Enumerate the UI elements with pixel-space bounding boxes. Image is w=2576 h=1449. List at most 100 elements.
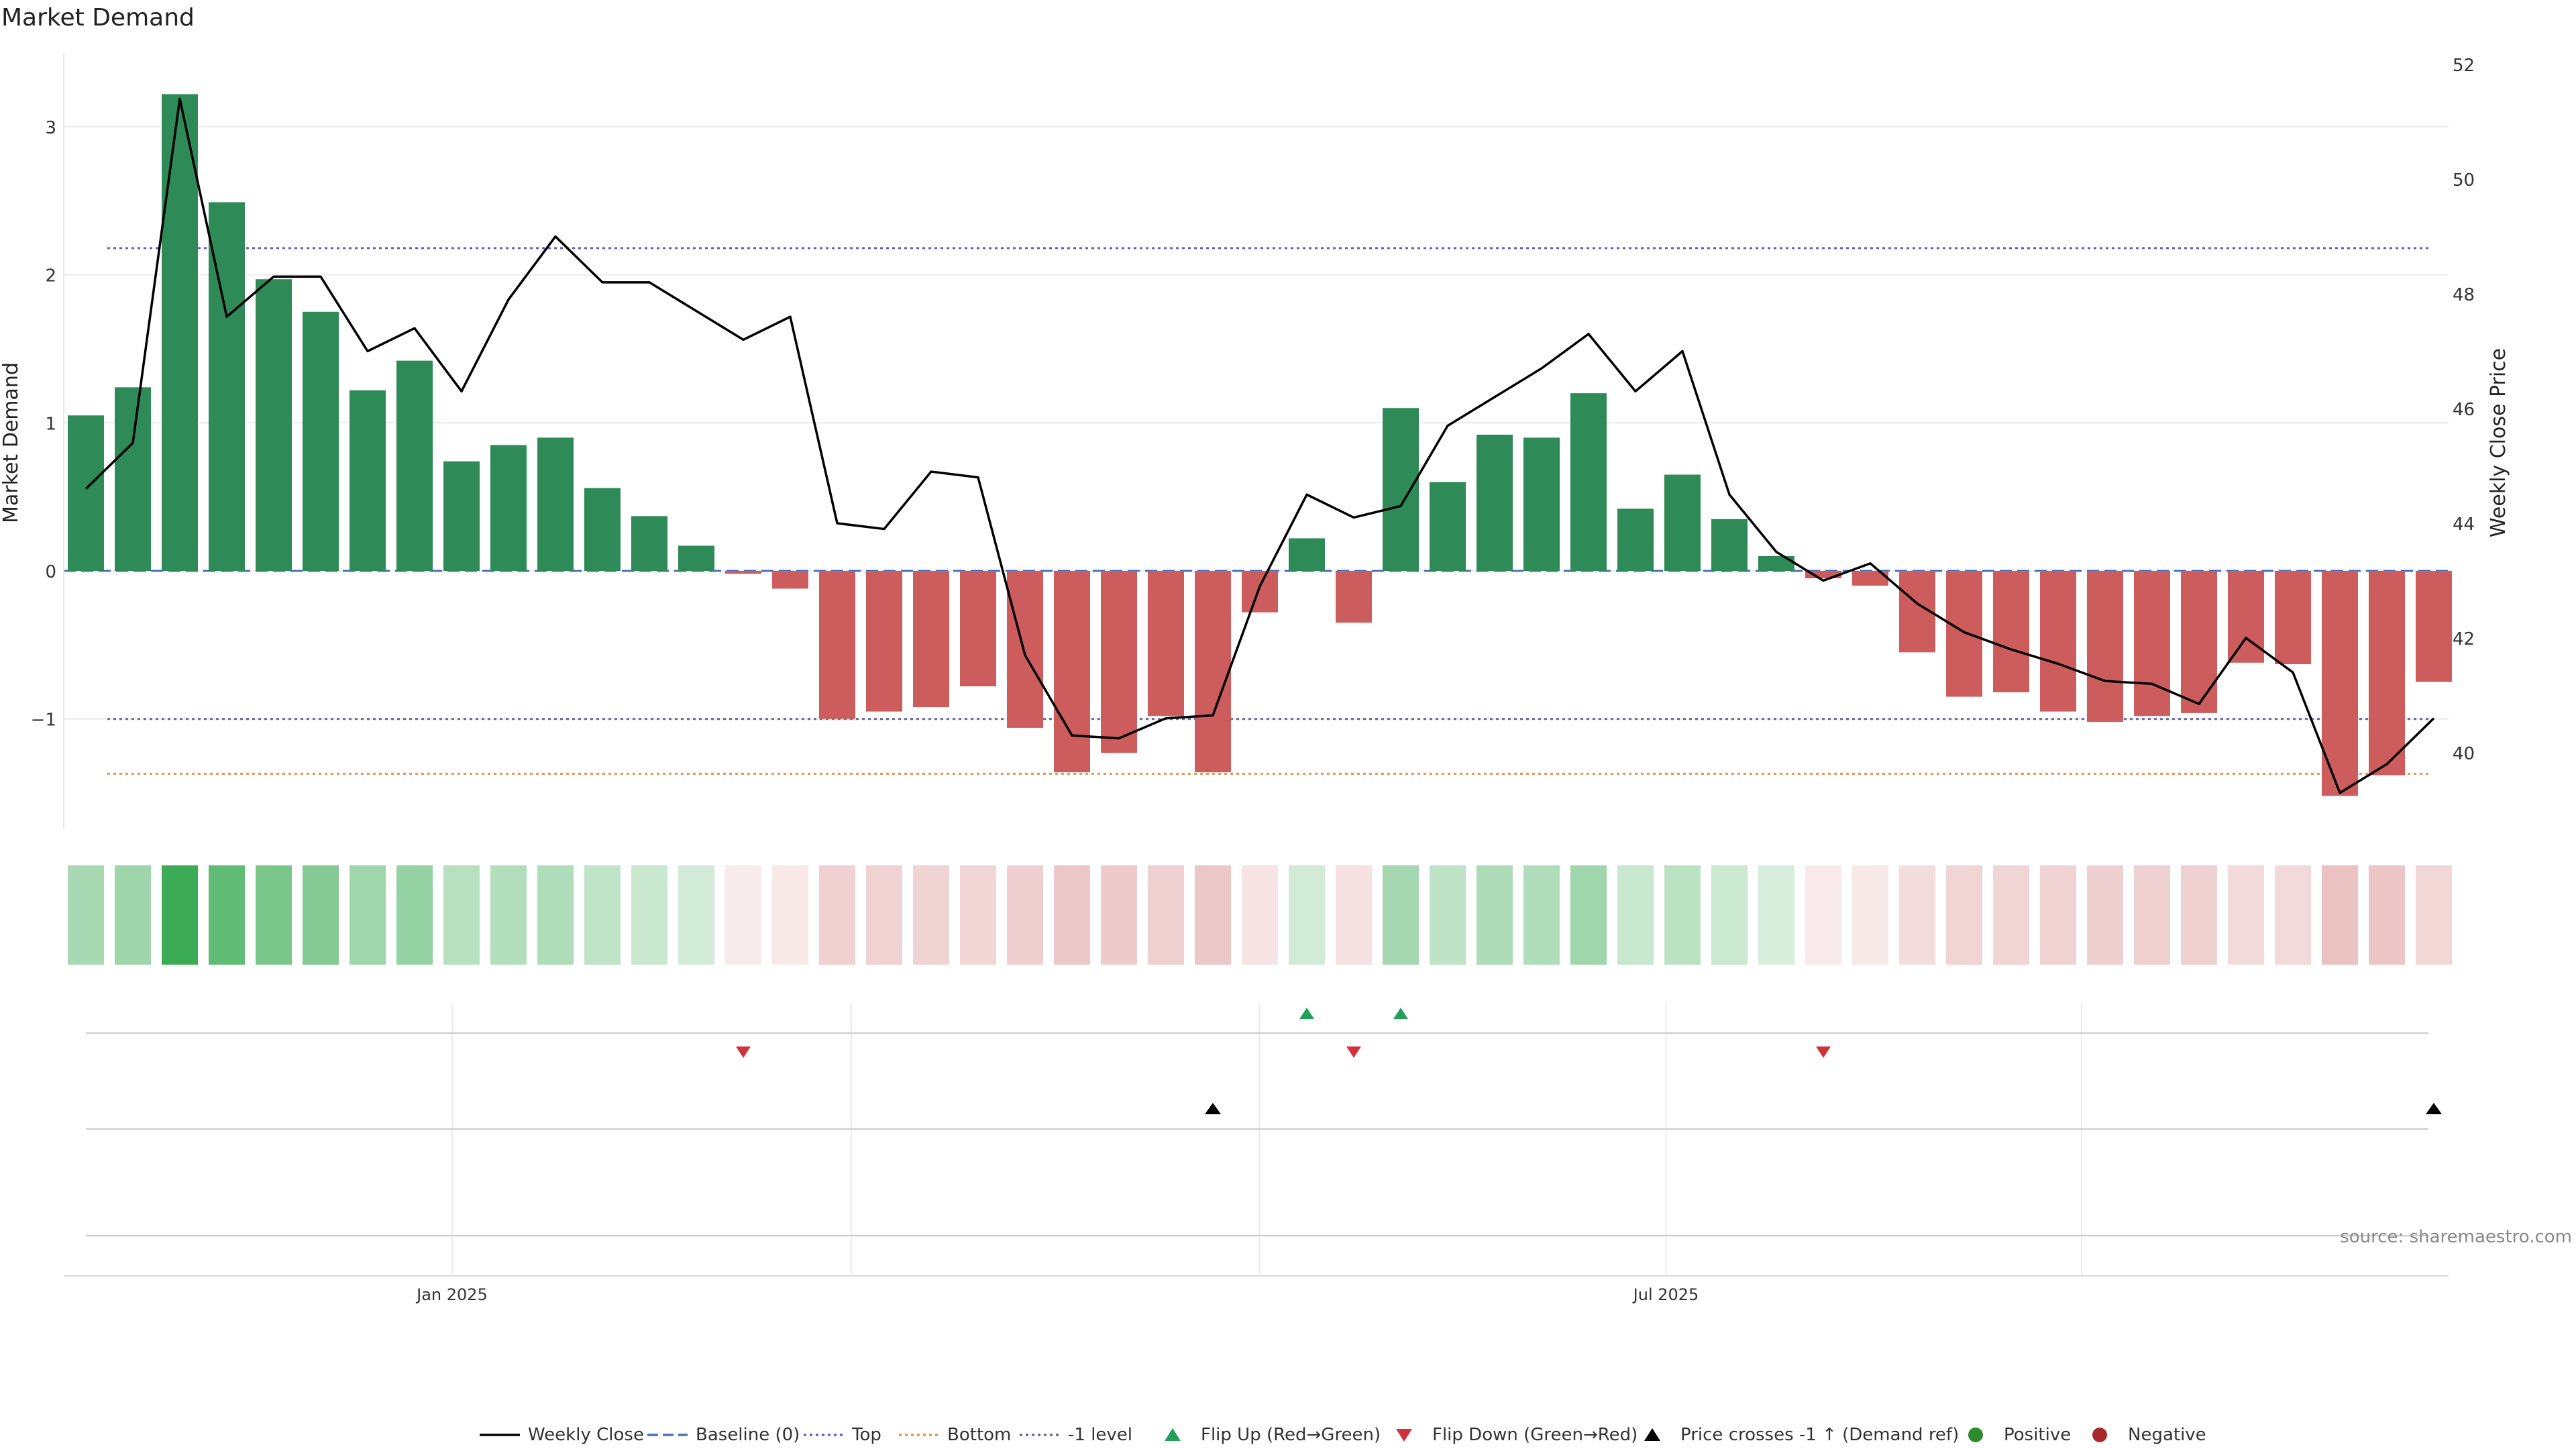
demand-bar [1617,508,1654,571]
demand-bar [584,488,621,571]
demand-bar [725,571,761,574]
heat-cell [115,865,151,965]
legend-label: Negative [2128,1425,2206,1445]
y2-tick-label: 40 [2453,744,2475,764]
demand-bar [1195,571,1231,773]
legend-swatch-negative [2092,1428,2107,1442]
x-tick-label: Jul 2025 [1632,1285,1699,1304]
legend-item: Top [804,1425,881,1445]
heat-cell [866,865,902,965]
flip-down-marker [1816,1046,1831,1058]
event-rows [64,1003,2449,1277]
weekly-close-line [85,97,2435,794]
heat-cell [256,865,292,965]
heat-cell [490,865,527,965]
heat-cell [2134,865,2170,965]
demand-bar [396,360,433,571]
heat-cell [2228,865,2264,965]
demand-bar [2134,571,2170,716]
demand-bar [2322,571,2358,796]
heat-strip [68,865,2452,965]
y-tick-label: 3 [45,118,56,138]
heat-cell [1101,865,1137,965]
heat-cell [443,865,480,965]
demand-bar [1993,571,2029,692]
heat-cell [209,865,245,965]
legend-label: Baseline (0) [696,1425,800,1445]
y2-axis-label: Weekly Close Price [2487,348,2510,537]
demand-bar [1383,408,1419,571]
demand-bar [631,516,667,571]
heat-cell [1054,865,1090,965]
demand-bar [1711,519,1748,571]
demand-bar [2228,571,2264,663]
demand-bar [772,571,808,589]
heat-cell [162,865,198,965]
heat-cell [1430,865,1466,965]
demand-bar [1430,482,1466,571]
demand-bar [68,415,104,571]
demand-bar [1805,571,1841,579]
y2-tick-label: 42 [2453,629,2475,649]
demand-bar [819,571,855,719]
heat-cell [1758,865,1794,965]
demand-bar [1289,538,1325,571]
demand-bar [1242,571,1278,612]
heat-cell [2275,865,2311,965]
demand-bar [2040,571,2076,712]
demand-bar [490,445,527,571]
x-tick-label: Jan 2025 [415,1285,488,1304]
y-tick-label: 0 [45,562,56,582]
legend-swatch-up [1165,1428,1181,1441]
heat-cell [1570,865,1607,965]
demand-bar [2181,571,2217,713]
y-axis-label: Market Demand [0,362,23,523]
heat-cell [2369,865,2405,965]
legend: Weekly Close Baseline (0) Top Bottom -1 leve… [480,1425,2206,1445]
demand-bar [350,390,386,571]
heat-cell [396,865,433,965]
y2-tick-label: 46 [2453,400,2475,420]
flip-up-marker [1393,1008,1408,1019]
demand-bar [1758,555,1794,571]
legend-item: Price crosses -1 ↑ (Demand ref) [1644,1425,1959,1445]
heat-cell [1664,865,1701,965]
demand-bar [162,94,198,571]
y2-tick-label: 44 [2453,515,2475,535]
heat-cell [1242,865,1278,965]
heat-cell [913,865,949,965]
price-cross-marker [1205,1103,1221,1114]
heat-cell [584,865,621,965]
heat-cell [1946,865,1982,965]
heat-cell [1852,865,1888,965]
heat-cell [1523,865,1560,965]
demand-bar [256,279,292,571]
heat-cell [1993,865,2029,965]
demand-bar [913,571,949,708]
heat-cell [1617,865,1654,965]
y-tick-label: −1 [31,710,56,731]
legend-item: Flip Up (Red→Green) [1165,1425,1381,1445]
y-tick-label: 1 [45,414,56,434]
demand-bar [1477,434,1513,571]
heat-cell [68,865,104,965]
y-tick-label: 2 [45,266,56,286]
heat-cell [2181,865,2217,965]
heat-cell [1899,865,1935,965]
heat-cell [1805,865,1841,965]
demand-bar [443,461,480,571]
heat-cell [303,865,339,965]
demand-bar [1007,571,1043,728]
demand-bar [2087,571,2123,722]
legend-label: Flip Up (Red→Green) [1201,1425,1381,1445]
chart-title: Market Demand [1,4,195,32]
legend-label: Bottom [947,1425,1011,1445]
legend-label: Flip Down (Green→Red) [1432,1425,1638,1445]
demand-bar [1852,571,1888,586]
y2-tick-label: 50 [2453,170,2475,191]
demand-bars [68,94,2452,796]
demand-bar [960,571,996,687]
heat-cell [1289,865,1325,965]
heat-cell [537,865,574,965]
